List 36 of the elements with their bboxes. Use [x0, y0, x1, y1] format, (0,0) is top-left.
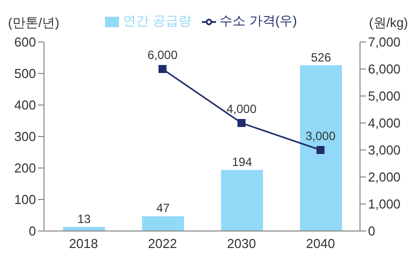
point — [238, 119, 246, 127]
data-label: 47 — [156, 201, 170, 216]
x-tick-label: 2022 — [148, 236, 177, 252]
data-label: 4,000 — [226, 102, 257, 116]
y2-tick-label: 1,000 — [368, 196, 401, 212]
y-tick-label: 0 — [28, 224, 36, 239]
x-tick-label: 2018 — [69, 236, 98, 252]
data-label: 526 — [310, 50, 332, 64]
y-tick-label: 600 — [14, 34, 36, 50]
data-label: 3,000 — [305, 129, 336, 143]
y2-tick-label: 7,000 — [368, 34, 401, 50]
y2-tick-label: 4,000 — [368, 116, 401, 131]
data-label: 6,000 — [147, 48, 178, 62]
legend-label: 연간 공급량 — [123, 13, 192, 28]
point — [316, 146, 324, 154]
y-tick-label: 300 — [14, 129, 36, 144]
y2-tick-label: 3,000 — [368, 142, 401, 158]
data-label: 13 — [77, 212, 91, 226]
y2-tick-label: 6,000 — [368, 62, 401, 77]
y-tick-label: 400 — [14, 98, 36, 113]
point — [158, 65, 166, 73]
y-tick-label: 100 — [14, 192, 36, 208]
bar — [221, 170, 263, 231]
y2-tick-label: 2,000 — [368, 170, 401, 185]
legend-label: 수소 가격(우) — [220, 13, 297, 28]
x-tick-label: 2040 — [306, 236, 335, 252]
bar — [300, 65, 342, 231]
y2-tick-label: 0 — [368, 224, 376, 239]
x-tick-label: 2030 — [227, 236, 256, 252]
data-label: 194 — [232, 154, 252, 169]
y2-tick-label: 5,000 — [368, 88, 401, 104]
y-tick-label: 500 — [14, 66, 36, 82]
y2-axis-title: (원/kg) — [369, 14, 408, 32]
y-axis-title: (만톤/년) — [8, 14, 60, 32]
y-tick-label: 200 — [14, 160, 36, 176]
bar — [142, 216, 184, 231]
